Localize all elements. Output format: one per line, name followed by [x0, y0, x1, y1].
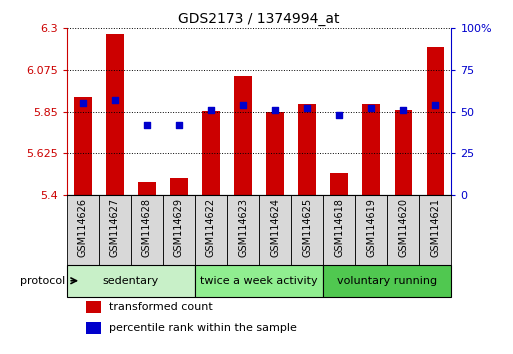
Bar	[195, 265, 323, 297]
Point	[303, 105, 311, 111]
Text: transformed count: transformed count	[109, 302, 213, 312]
Bar	[323, 265, 451, 297]
Bar	[202, 111, 220, 195]
Text: GSM114626: GSM114626	[78, 198, 88, 257]
Bar	[163, 195, 195, 265]
Title: GDS2173 / 1374994_at: GDS2173 / 1374994_at	[179, 12, 340, 26]
Point	[367, 105, 376, 111]
Bar	[67, 195, 98, 265]
Point	[111, 97, 119, 103]
Bar	[259, 195, 291, 265]
Point	[239, 102, 247, 108]
Text: voluntary running: voluntary running	[337, 276, 438, 286]
Text: GSM114620: GSM114620	[399, 198, 408, 257]
Bar	[355, 195, 387, 265]
Text: GSM114629: GSM114629	[174, 198, 184, 257]
Bar	[98, 195, 131, 265]
Bar	[299, 104, 316, 195]
Point	[207, 107, 215, 113]
Text: GSM114623: GSM114623	[238, 198, 248, 257]
Point	[175, 122, 183, 128]
Bar	[227, 195, 259, 265]
Bar	[67, 265, 195, 297]
Text: sedentary: sedentary	[103, 276, 159, 286]
Text: GSM114622: GSM114622	[206, 198, 216, 257]
Bar	[427, 47, 444, 195]
Text: GSM114628: GSM114628	[142, 198, 152, 257]
Bar	[170, 178, 188, 195]
Point	[143, 122, 151, 128]
Bar	[387, 195, 420, 265]
Point	[335, 112, 343, 118]
Point	[271, 107, 279, 113]
Bar	[86, 322, 101, 334]
Bar	[323, 195, 355, 265]
Text: GSM114619: GSM114619	[366, 198, 376, 257]
Text: GSM114618: GSM114618	[334, 198, 344, 257]
Text: GSM114625: GSM114625	[302, 198, 312, 257]
Text: twice a week activity: twice a week activity	[200, 276, 318, 286]
Bar	[138, 182, 155, 195]
Bar	[266, 112, 284, 195]
Text: GSM114624: GSM114624	[270, 198, 280, 257]
Bar	[131, 195, 163, 265]
Bar	[86, 301, 101, 313]
Bar	[394, 110, 412, 195]
Bar	[420, 195, 451, 265]
Text: percentile rank within the sample: percentile rank within the sample	[109, 323, 297, 333]
Bar	[234, 76, 252, 195]
Point	[78, 101, 87, 106]
Bar	[363, 104, 380, 195]
Bar	[74, 97, 91, 195]
Text: GSM114621: GSM114621	[430, 198, 440, 257]
Point	[431, 102, 440, 108]
Text: protocol: protocol	[20, 276, 65, 286]
Bar	[195, 195, 227, 265]
Bar	[106, 34, 124, 195]
Bar	[330, 173, 348, 195]
Bar	[291, 195, 323, 265]
Text: GSM114627: GSM114627	[110, 198, 120, 257]
Point	[399, 107, 407, 113]
